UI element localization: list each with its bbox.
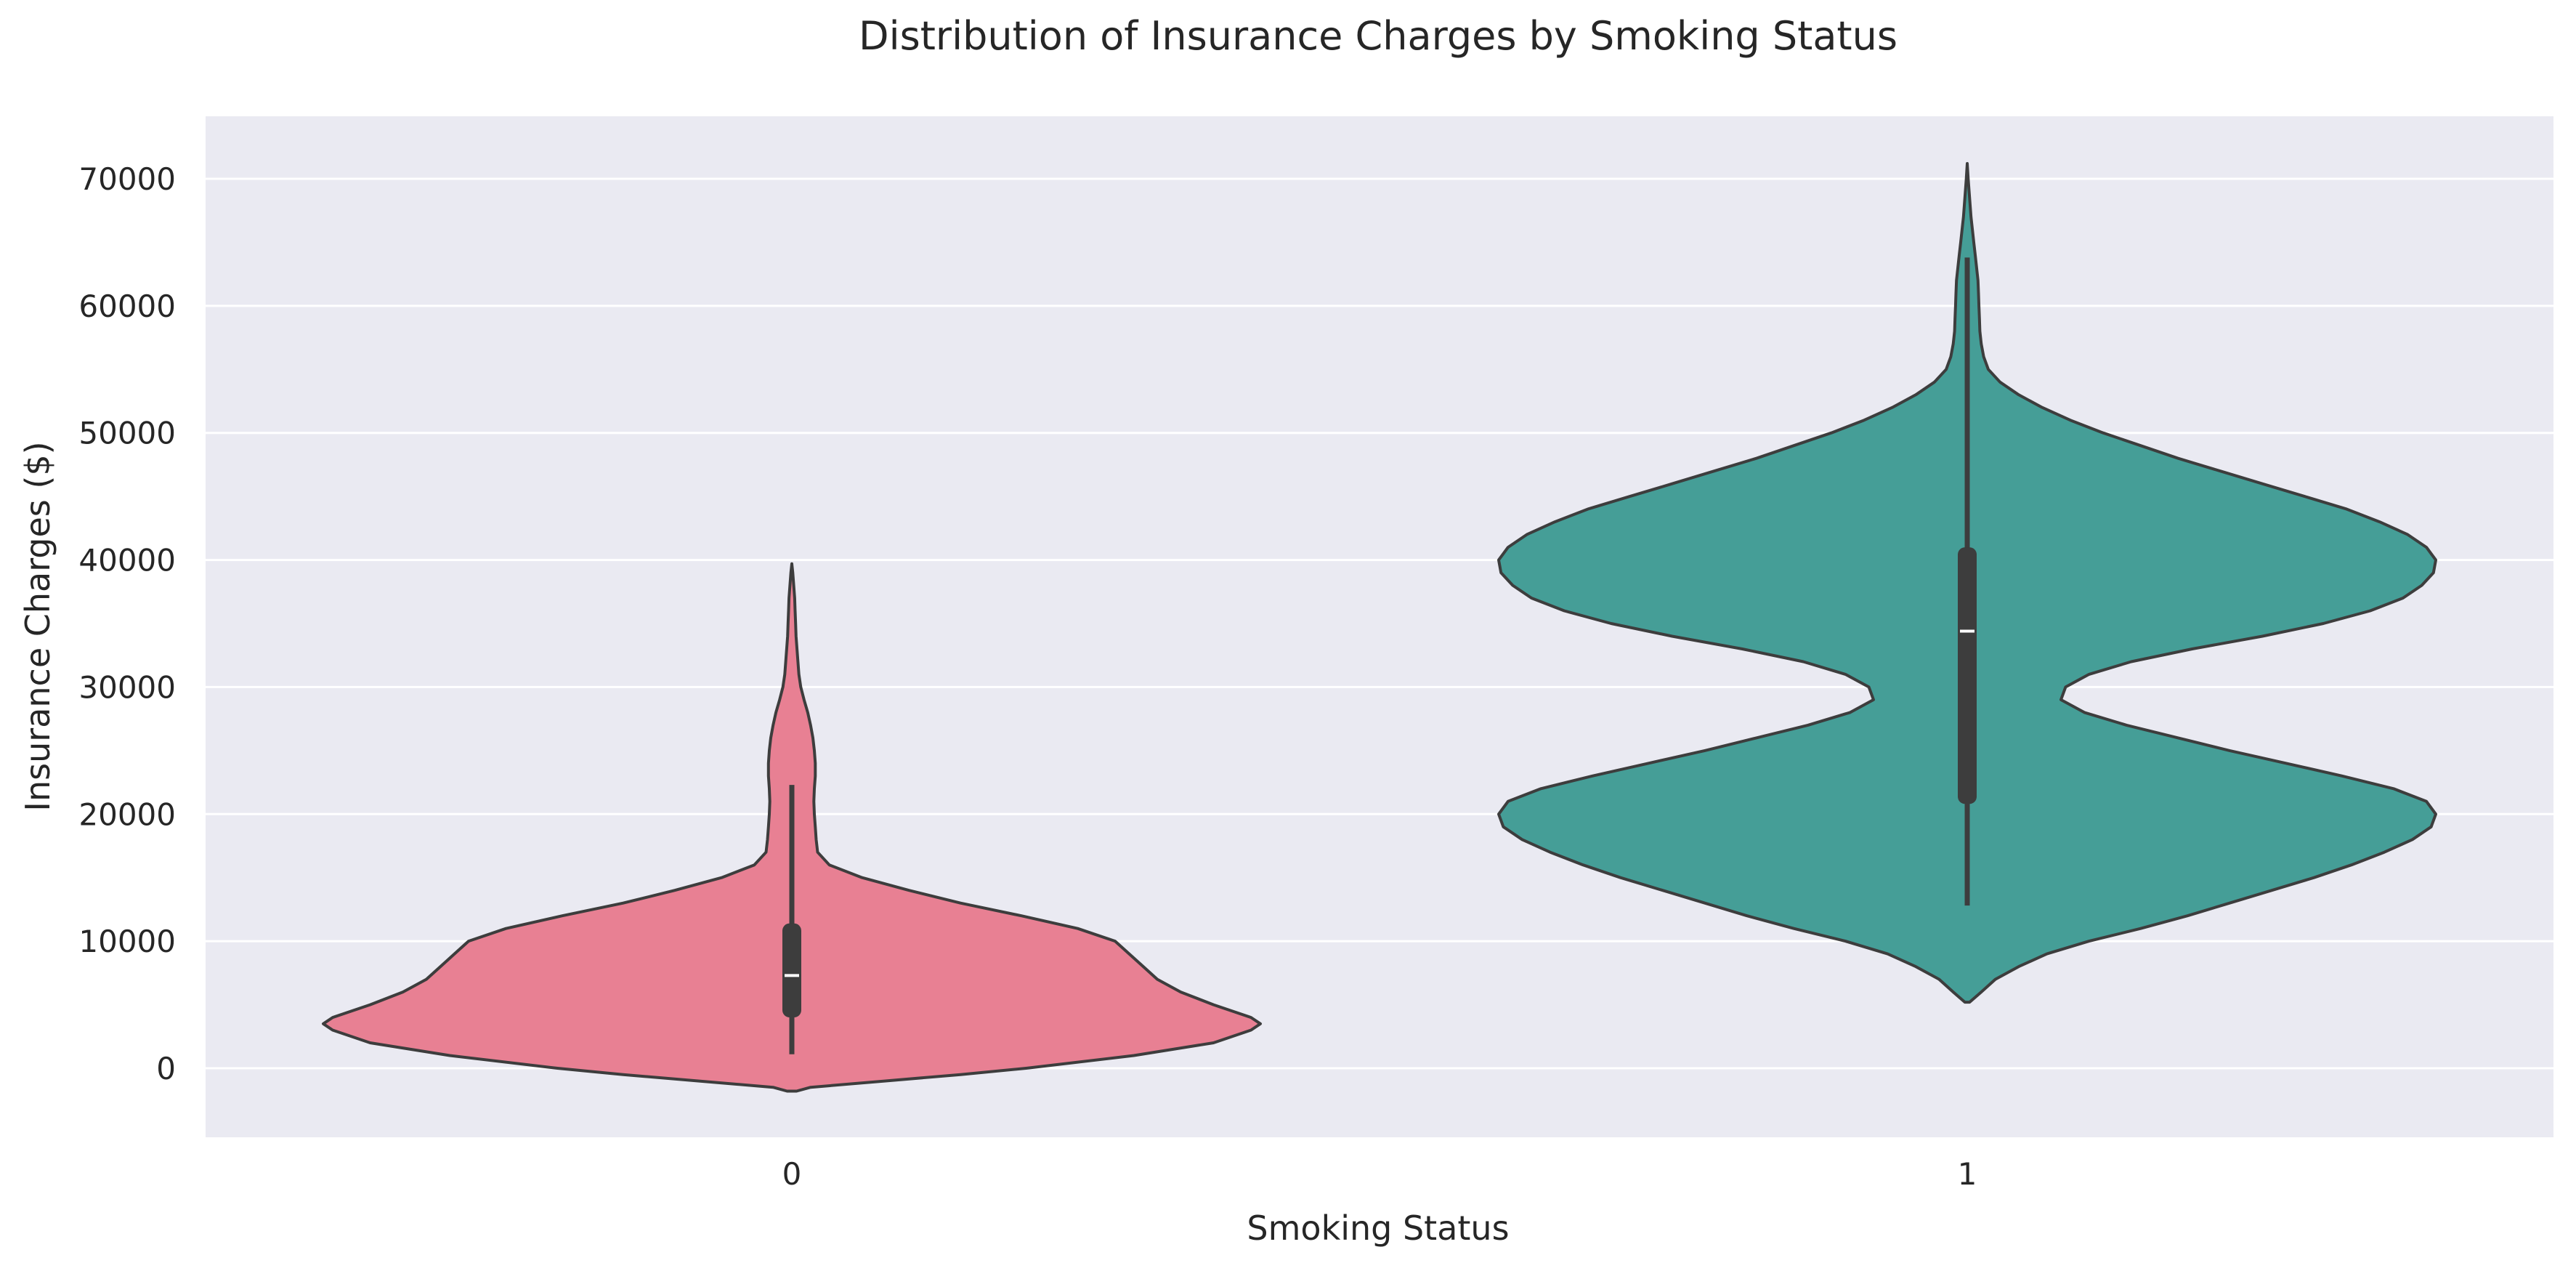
violin-iqr-box — [782, 923, 801, 1018]
x-tick-label: 0 — [782, 1156, 802, 1192]
chart-title: Distribution of Insurance Charges by Smo… — [859, 13, 1897, 59]
y-tick-labels: 0 10000 20000 30000 40000 50000 60000 70000 — [78, 161, 176, 1086]
violins — [322, 162, 2437, 1093]
violin-iqr-box — [1958, 547, 1977, 804]
x-axis-label: Smoking Status — [1247, 1209, 1509, 1248]
y-tick-label: 70000 — [78, 161, 176, 197]
y-tick-label: 30000 — [78, 669, 176, 705]
y-tick-label: 0 — [156, 1051, 176, 1086]
x-tick-label: 1 — [1958, 1156, 1977, 1192]
y-axis-label: Insurance Charges ($) — [18, 441, 57, 811]
y-tick-label: 10000 — [78, 924, 176, 959]
y-tick-label: 50000 — [78, 416, 176, 451]
y-tick-label: 60000 — [78, 289, 176, 324]
y-tick-label: 40000 — [78, 543, 176, 578]
y-tick-label: 20000 — [78, 796, 176, 832]
